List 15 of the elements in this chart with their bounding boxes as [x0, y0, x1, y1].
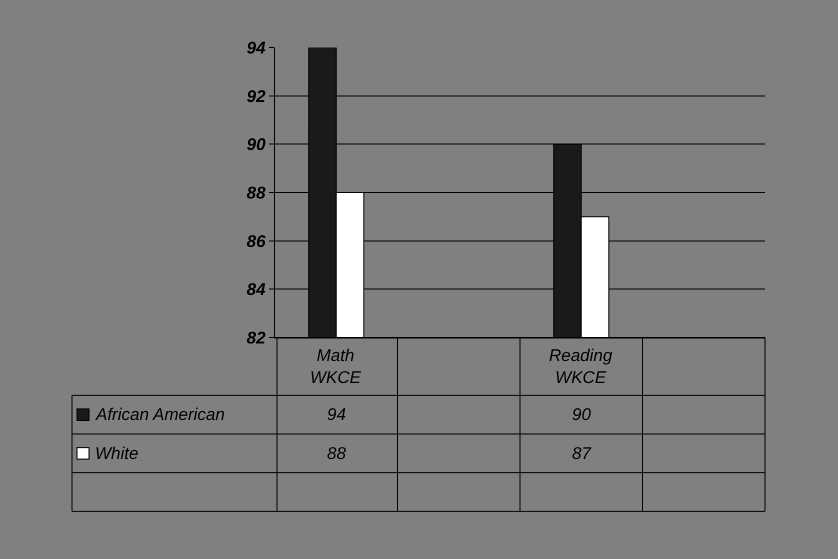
- y-tick-label: 94: [246, 38, 266, 58]
- y-tick-label: 90: [246, 135, 266, 154]
- y-tick-label: 92: [246, 86, 266, 106]
- y-tick-label: 88: [246, 183, 266, 202]
- data-label: 94: [327, 405, 346, 424]
- data-label: 88: [327, 444, 346, 463]
- legend-label: African American: [95, 405, 225, 424]
- legend-label: White: [95, 444, 138, 463]
- y-tick-label: 84: [246, 280, 266, 300]
- y-tick-label: 82: [246, 328, 266, 348]
- data-label: 90: [572, 405, 592, 424]
- x-tick-label: Math WKCE: [310, 346, 362, 388]
- x-tick-label: Reading WKCE: [549, 346, 613, 388]
- data-label: 87: [572, 444, 592, 463]
- y-tick-label: 86: [246, 232, 266, 251]
